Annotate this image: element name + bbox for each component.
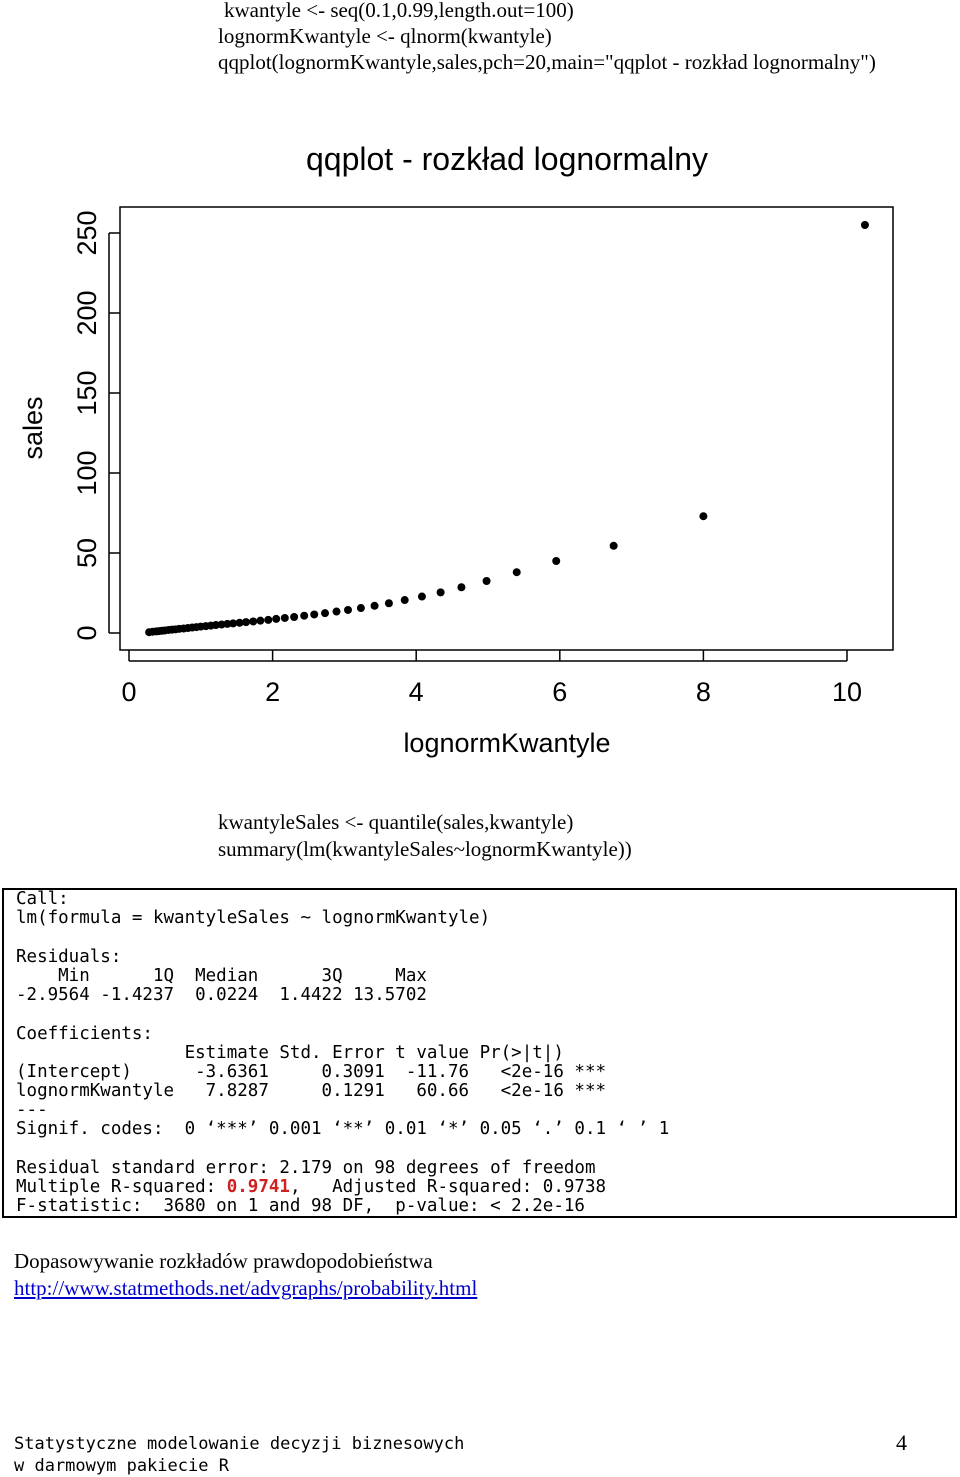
- output-f-statistic: F-statistic: 3680 on 1 and 98 DF, p-valu…: [16, 1196, 585, 1216]
- data-point: [290, 613, 299, 621]
- data-point: [512, 568, 521, 577]
- link-row: http://www.statmethods.net/advgraphs/pro…: [14, 1275, 960, 1301]
- data-point: [417, 592, 426, 601]
- y-tick-label: 0: [72, 625, 102, 640]
- data-point: [321, 609, 330, 618]
- code-line-3: qqplot(lognormKwantyle,sales,pch=20,main…: [218, 50, 876, 74]
- code-line-4: kwantyleSales <- quantile(sales,kwantyle…: [218, 810, 574, 834]
- output-intercept-row: (Intercept) -3.6361 0.3091 -11.76 <2e-16…: [16, 1062, 607, 1082]
- output-call: Call:: [16, 889, 69, 909]
- footer-subtitle: w darmowym pakiecie R: [14, 1456, 229, 1476]
- x-tick-label: 10: [832, 677, 862, 707]
- data-point: [384, 599, 393, 608]
- section-heading: Dopasowywanie rozkładów prawdopodobieńst…: [14, 1249, 433, 1273]
- data-point: [552, 557, 561, 565]
- y-axis-label: sales: [18, 396, 48, 459]
- output-residual-se: Residual standard error: 2.179 on 98 deg…: [16, 1158, 596, 1178]
- data-point: [343, 605, 352, 614]
- data-point: [242, 618, 251, 627]
- data-point: [264, 615, 273, 624]
- data-point: [699, 512, 708, 521]
- page-number: 4: [896, 1430, 907, 1455]
- data-point: [229, 619, 238, 628]
- r-squared-value: 0.9741: [226, 1177, 290, 1197]
- output-residuals-header: Min 1Q Median 3Q Max: [16, 966, 427, 986]
- output-coefficients-label: Coefficients:: [16, 1024, 153, 1044]
- data-point: [300, 611, 309, 620]
- output-formula: lm(formula = kwantyleSales ~ lognormKwan…: [16, 908, 491, 928]
- data-point: [235, 618, 244, 627]
- x-axis-label: lognormKwantyle: [403, 728, 610, 758]
- code-line-1: kwantyle <- seq(0.1,0.99,length.out=100): [224, 0, 574, 22]
- data-point: [223, 619, 232, 628]
- r-squared-label: Multiple R-squared:: [16, 1177, 227, 1197]
- y-tick-label: 200: [72, 290, 102, 335]
- data-point: [256, 616, 265, 625]
- y-tick-label: 250: [72, 210, 102, 255]
- data-point: [280, 613, 289, 622]
- output-residuals-label: Residuals:: [16, 947, 122, 967]
- data-point: [332, 607, 341, 616]
- plot-frame: [119, 206, 894, 651]
- y-tick-label: 50: [72, 538, 102, 568]
- output-coef-header: Estimate Std. Error t value Pr(>|t|): [16, 1043, 564, 1063]
- data-point: [249, 617, 258, 626]
- data-point: [457, 583, 466, 592]
- code-line-2: lognormKwantyle <- qlnorm(kwantyle): [218, 24, 552, 48]
- data-point: [272, 614, 281, 623]
- output-signif-codes: Signif. codes: 0 ‘***’ 0.001 ‘**’ 0.01 ‘…: [16, 1119, 670, 1139]
- footer-title: Statystyczne modelowanie decyzji bizneso…: [14, 1434, 465, 1454]
- data-point: [400, 596, 409, 605]
- data-point: [211, 621, 220, 629]
- data-point: [860, 221, 869, 229]
- probability-link[interactable]: http://www.statmethods.net/advgraphs/pro…: [14, 1276, 478, 1300]
- code-line-5: summary(lm(kwantyleSales~lognormKwantyle…: [218, 837, 632, 861]
- data-point: [356, 604, 365, 613]
- x-tick-label: 4: [409, 677, 424, 707]
- x-tick-label: 6: [552, 677, 567, 707]
- data-point: [609, 541, 618, 550]
- data-point: [482, 577, 491, 585]
- x-tick-label: 0: [121, 677, 136, 707]
- adjusted-r-squared: , Adjusted R-squared: 0.9738: [289, 1177, 607, 1197]
- y-tick-label: 100: [72, 450, 102, 495]
- y-tick-label: 150: [72, 370, 102, 415]
- output-slope-row: lognormKwantyle 7.8287 0.1291 60.66 <2e-…: [16, 1081, 607, 1101]
- output-residuals-values: -2.9564 -1.4237 0.0224 1.4422 13.5702: [16, 985, 427, 1005]
- regression-output: Call: lm(formula = kwantyleSales ~ logno…: [2, 888, 957, 1218]
- x-tick-label: 8: [696, 677, 711, 707]
- data-point: [310, 610, 319, 619]
- x-tick-label: 2: [265, 677, 280, 707]
- chart-title: qqplot - rozkład lognormalny: [306, 141, 708, 177]
- output-r-squared: Multiple R-squared: 0.9741, Adjusted R-s…: [16, 1178, 606, 1197]
- data-point: [436, 588, 445, 597]
- data-point: [370, 601, 379, 610]
- output-separator: ---: [16, 1100, 48, 1120]
